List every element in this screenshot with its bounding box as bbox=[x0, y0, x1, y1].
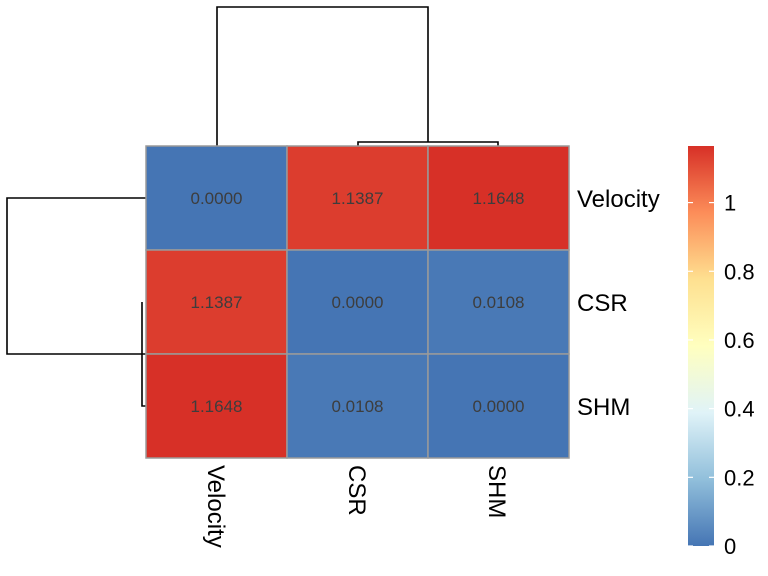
heatmap-cell-csr-velocity bbox=[145, 249, 288, 355]
legend-tick-label: 0.4 bbox=[724, 397, 755, 422]
legend-tick-label: 0.8 bbox=[724, 259, 755, 284]
cell-value-label: 1.1648 bbox=[473, 189, 525, 208]
column-dendrogram-merge-root bbox=[216, 6, 429, 146]
heatmap-cell-shm-shm bbox=[427, 353, 570, 459]
column-label-csr: CSR bbox=[343, 465, 370, 516]
cell-value-label: 0.0000 bbox=[473, 397, 525, 416]
row-labels: Velocity CSR SHM bbox=[577, 186, 660, 421]
heatmap-cell-velocity-velocity bbox=[145, 145, 288, 251]
cell-value-label: 0.0108 bbox=[473, 293, 525, 312]
row-dendrogram-merge-root bbox=[6, 197, 146, 355]
row-label-velocity: Velocity bbox=[577, 186, 660, 213]
cell-value-label: 0.0000 bbox=[332, 293, 384, 312]
legend-tick-label: 0.2 bbox=[724, 465, 755, 490]
legend-tick-label: 1 bbox=[724, 191, 736, 216]
heatmap-cell-velocity-shm bbox=[427, 145, 570, 251]
column-label-shm: SHM bbox=[483, 465, 510, 518]
row-label-csr: CSR bbox=[577, 290, 628, 317]
row-dendrogram-merge-csr-shm bbox=[141, 302, 146, 407]
cell-value-label: 1.1387 bbox=[332, 189, 384, 208]
cell-value-label: 1.1387 bbox=[191, 293, 243, 312]
row-label-shm: SHM bbox=[577, 394, 630, 421]
heatmap-cell-velocity-csr bbox=[286, 145, 429, 251]
column-label-velocity: Velocity bbox=[202, 465, 229, 548]
cell-value-label: 1.1648 bbox=[191, 397, 243, 416]
column-dendrogram bbox=[216, 6, 499, 146]
legend-color-bar bbox=[688, 146, 714, 546]
heatmap-cell-shm-csr bbox=[286, 353, 429, 459]
legend-ticks: 0 0.2 0.4 0.6 0.8 1 bbox=[688, 191, 755, 559]
color-legend: 0 0.2 0.4 0.6 0.8 1 bbox=[688, 146, 755, 559]
heatmap-cells: 0.0000 1.1387 1.1648 1.1387 0.0000 0.0108 1.16… bbox=[145, 145, 570, 459]
heatmap-cell-shm-velocity bbox=[145, 353, 288, 459]
cell-value-label: 0.0000 bbox=[191, 189, 243, 208]
legend-tick-label: 0.6 bbox=[724, 328, 755, 353]
legend-tick-label: 0 bbox=[724, 534, 736, 559]
column-labels: Velocity CSR SHM bbox=[202, 465, 510, 548]
row-dendrogram bbox=[6, 197, 146, 407]
cell-value-label: 0.0108 bbox=[332, 397, 384, 416]
heatmap-cell-csr-shm bbox=[427, 249, 570, 355]
